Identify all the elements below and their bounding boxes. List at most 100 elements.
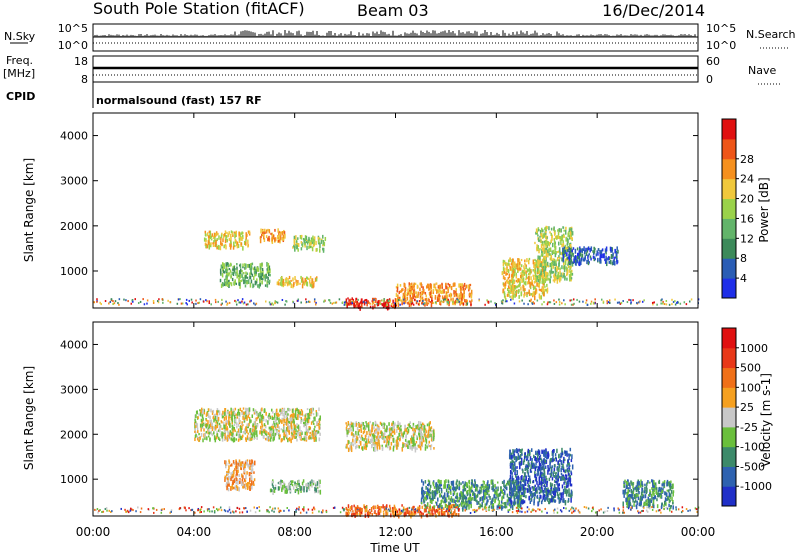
radar-echo <box>546 275 548 280</box>
radar-echo <box>351 297 353 301</box>
radar-echo <box>404 444 407 448</box>
radar-echo <box>546 261 549 266</box>
radar-echo <box>239 283 241 289</box>
radar-echo <box>242 415 244 420</box>
radar-echo <box>264 409 266 413</box>
radar-echo <box>231 277 234 282</box>
radar-echo <box>319 479 321 484</box>
radar-echo <box>194 428 196 433</box>
radar-echo <box>429 484 432 488</box>
radar-echo <box>311 281 313 285</box>
radar-echo <box>425 437 427 440</box>
radar-echo <box>247 432 249 435</box>
radar-echo <box>525 454 527 458</box>
radar-echo <box>228 281 230 285</box>
radar-echo <box>358 303 360 306</box>
radar-echo <box>242 483 245 489</box>
radar-echo <box>360 429 362 433</box>
radar-echo <box>506 300 508 303</box>
radar-echo <box>636 301 638 304</box>
radar-echo <box>271 426 273 431</box>
radar-echo <box>558 228 561 232</box>
radar-echo <box>318 426 321 430</box>
radar-echo <box>457 499 459 503</box>
radar-echo <box>424 496 426 500</box>
radar-echo <box>226 231 228 234</box>
radar-echo <box>196 427 199 431</box>
radar-echo <box>381 304 384 307</box>
radar-echo <box>247 412 250 416</box>
radar-echo <box>537 282 539 286</box>
radar-echo <box>313 437 316 442</box>
radar-echo <box>262 231 264 234</box>
radar-echo <box>507 262 509 266</box>
radar-echo <box>235 438 238 441</box>
radar-echo <box>519 504 522 508</box>
radar-echo <box>512 258 514 262</box>
radar-echo <box>539 454 542 457</box>
radar-echo <box>274 432 277 436</box>
radar-echo <box>423 302 426 305</box>
radar-echo <box>218 235 220 240</box>
radar-echo <box>468 496 470 501</box>
radar-echo <box>419 440 422 446</box>
radar-echo <box>416 436 418 441</box>
radar-echo <box>453 511 455 516</box>
radar-echo <box>213 431 215 435</box>
radar-echo <box>416 300 419 303</box>
radar-echo <box>278 431 280 435</box>
radar-echo <box>291 408 294 412</box>
radar-echo <box>293 435 296 439</box>
radar-echo <box>364 434 367 440</box>
radar-echo <box>312 420 314 423</box>
radar-echo <box>290 435 293 438</box>
radar-echo <box>139 300 142 303</box>
radar-echo <box>371 424 373 430</box>
radar-echo <box>300 408 303 412</box>
radar-echo <box>301 277 304 281</box>
radar-echo <box>508 273 511 279</box>
radar-echo <box>253 432 255 436</box>
radar-echo <box>353 302 356 305</box>
radar-echo <box>410 446 412 450</box>
radar-echo <box>544 263 546 267</box>
radar-echo <box>225 268 227 273</box>
radar-echo <box>305 276 308 280</box>
radar-echo <box>534 262 537 265</box>
radar-echo <box>347 514 349 517</box>
radar-echo <box>385 444 387 448</box>
radar-echo <box>404 283 406 288</box>
radar-echo <box>557 241 560 246</box>
radar-echo <box>386 443 389 449</box>
radar-echo <box>376 424 379 429</box>
radar-echo <box>209 230 212 235</box>
radar-echo <box>522 284 524 289</box>
radar-echo <box>411 446 413 451</box>
radar-echo <box>530 281 533 285</box>
radar-echo <box>529 281 531 285</box>
radar-echo <box>572 247 575 250</box>
radar-echo <box>512 289 514 292</box>
radar-echo <box>411 297 413 300</box>
radar-echo <box>382 433 385 437</box>
radar-echo <box>311 246 314 252</box>
nave-tick-bottom: 0 <box>706 73 713 86</box>
noise-panel: N.Sky 10^5 10^0 10^5 10^0 N.Search <box>4 22 796 52</box>
radar-echo <box>555 270 557 275</box>
radar-echo <box>388 422 390 426</box>
radar-echo <box>553 302 556 305</box>
radar-echo <box>363 302 366 306</box>
radar-echo <box>469 493 472 498</box>
radar-echo <box>484 503 487 508</box>
radar-echo <box>254 418 257 422</box>
radar-echo <box>525 273 528 279</box>
radar-echo <box>313 428 315 432</box>
radar-echo <box>503 488 505 492</box>
radar-echo <box>479 486 481 489</box>
radar-echo <box>246 423 249 427</box>
radar-echo <box>220 433 222 438</box>
radar-echo <box>437 298 440 302</box>
radar-echo <box>484 492 486 495</box>
radar-echo <box>535 287 537 292</box>
radar-echo <box>262 269 264 275</box>
